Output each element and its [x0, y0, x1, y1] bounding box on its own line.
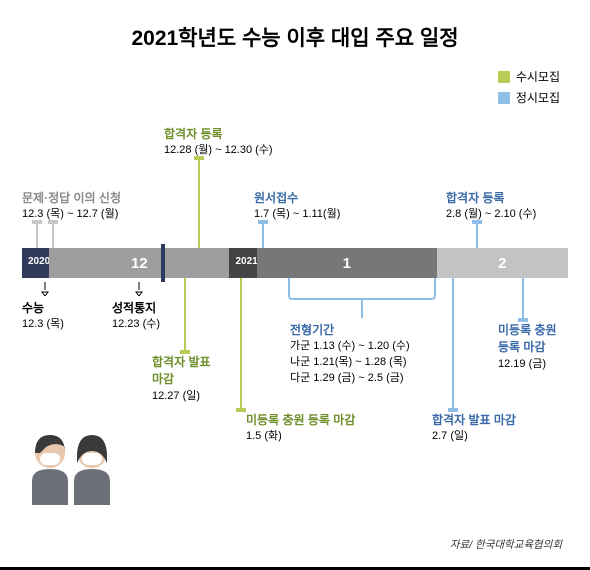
- event-late-early: 미등록 충원 등록 마감 1.5 (화): [246, 412, 355, 445]
- event-late-regular-t2: 등록 마감: [498, 339, 557, 356]
- event-score-title: 성적통지: [112, 300, 160, 317]
- legend-regular-label: 정시모집: [516, 89, 560, 106]
- event-pass-early: 합격자 발표 마감 12.27 (일): [152, 354, 211, 405]
- conn-reg-regular: [476, 224, 478, 248]
- event-exam-title: 수능: [22, 300, 64, 317]
- conn-objection-2: [52, 224, 54, 248]
- event-app-title: 원서접수: [254, 190, 340, 207]
- event-objection-title: 문제·정답 이의 신청: [22, 190, 121, 207]
- conn-late-early: [240, 278, 242, 408]
- seg-year-2021: 2021: [235, 256, 257, 267]
- event-exam: 수능 12.3 (목): [22, 300, 64, 333]
- event-period-l3: 다군 1.29 (금) ~ 2.5 (금): [290, 371, 410, 387]
- event-period: 전형기간 가군 1.13 (수) ~ 1.20 (수) 나군 1.21(목) ~…: [290, 322, 410, 387]
- conn-reg-early: [198, 160, 200, 248]
- pin-score: [134, 282, 144, 296]
- seg-2021-tag: 2021: [229, 248, 256, 278]
- seg-year-2020: 2020: [28, 256, 50, 267]
- event-app: 원서접수 1.7 (목) ~ 1.11(월): [254, 190, 340, 223]
- legend: 수시모집 정시모집: [498, 68, 560, 110]
- event-pass-early-date: 12.27 (일): [152, 389, 211, 405]
- event-period-title: 전형기간: [290, 322, 410, 339]
- timeline-bar: 2020 12 2021 1 2: [22, 248, 568, 278]
- pin-exam: [40, 282, 50, 296]
- seg-feb: 2: [437, 248, 568, 278]
- event-score: 성적통지 12.23 (수): [112, 300, 160, 333]
- conn-app: [262, 224, 264, 248]
- event-reg-regular-title: 합격자 등록: [446, 190, 536, 207]
- event-pass-early-t2: 마감: [152, 371, 211, 388]
- seg-2020-tag: 2020: [22, 248, 49, 278]
- event-pass-early-t1: 합격자 발표: [152, 354, 211, 371]
- event-reg-early-title: 합격자 등록: [164, 126, 273, 143]
- page-title: 2021학년도 수능 이후 대입 주요 일정: [0, 0, 590, 52]
- conn-period: [361, 300, 363, 318]
- event-pass-regular-date: 2.7 (일): [432, 429, 516, 445]
- seg-jan-label: 1: [257, 248, 437, 278]
- legend-regular: 정시모집: [498, 89, 560, 106]
- seg-dec-label: 12: [49, 248, 229, 278]
- event-pass-regular-title: 합격자 발표 마감: [432, 412, 516, 429]
- legend-early: 수시모집: [498, 68, 560, 85]
- event-late-regular-date: 12.19 (금): [498, 357, 557, 373]
- event-reg-regular-date: 2.8 (월) ~ 2.10 (수): [446, 207, 536, 223]
- event-period-l2: 나군 1.21(목) ~ 1.28 (목): [290, 355, 410, 371]
- people-illustration: [26, 419, 126, 510]
- event-reg-early-date: 12.28 (월) ~ 12.30 (수): [164, 143, 273, 159]
- seg-feb-label: 2: [437, 248, 568, 278]
- conn-pass-regular: [452, 278, 454, 408]
- event-exam-date: 12.3 (목): [22, 317, 64, 333]
- event-late-regular-t1: 미등록 충원: [498, 322, 557, 339]
- event-late-regular: 미등록 충원 등록 마감 12.19 (금): [498, 322, 557, 373]
- source-credit: 자료/ 한국대학교육협의회: [450, 537, 562, 552]
- conn-pass-early: [184, 278, 186, 350]
- legend-swatch-regular: [498, 92, 510, 104]
- bracket-period: [288, 278, 436, 300]
- event-late-early-title: 미등록 충원 등록 마감: [246, 412, 355, 429]
- conn-late-regular: [522, 278, 524, 318]
- conn-objection: [36, 224, 38, 248]
- event-objection: 문제·정답 이의 신청 12.3 (목) ~ 12.7 (월): [22, 190, 121, 223]
- event-late-early-date: 1.5 (화): [246, 429, 355, 445]
- seg-jan: 1: [257, 248, 437, 278]
- seg-dec: 12: [49, 248, 229, 278]
- event-reg-early: 합격자 등록 12.28 (월) ~ 12.30 (수): [164, 126, 273, 159]
- event-reg-regular: 합격자 등록 2.8 (월) ~ 2.10 (수): [446, 190, 536, 223]
- legend-swatch-early: [498, 71, 510, 83]
- legend-early-label: 수시모집: [516, 68, 560, 85]
- seg-divider: [161, 244, 165, 282]
- event-pass-regular: 합격자 발표 마감 2.7 (일): [432, 412, 516, 445]
- event-score-date: 12.23 (수): [112, 317, 160, 333]
- event-period-l1: 가군 1.13 (수) ~ 1.20 (수): [290, 339, 410, 355]
